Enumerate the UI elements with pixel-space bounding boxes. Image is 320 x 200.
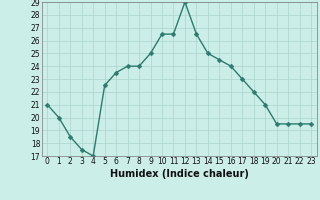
X-axis label: Humidex (Indice chaleur): Humidex (Indice chaleur) <box>110 169 249 179</box>
